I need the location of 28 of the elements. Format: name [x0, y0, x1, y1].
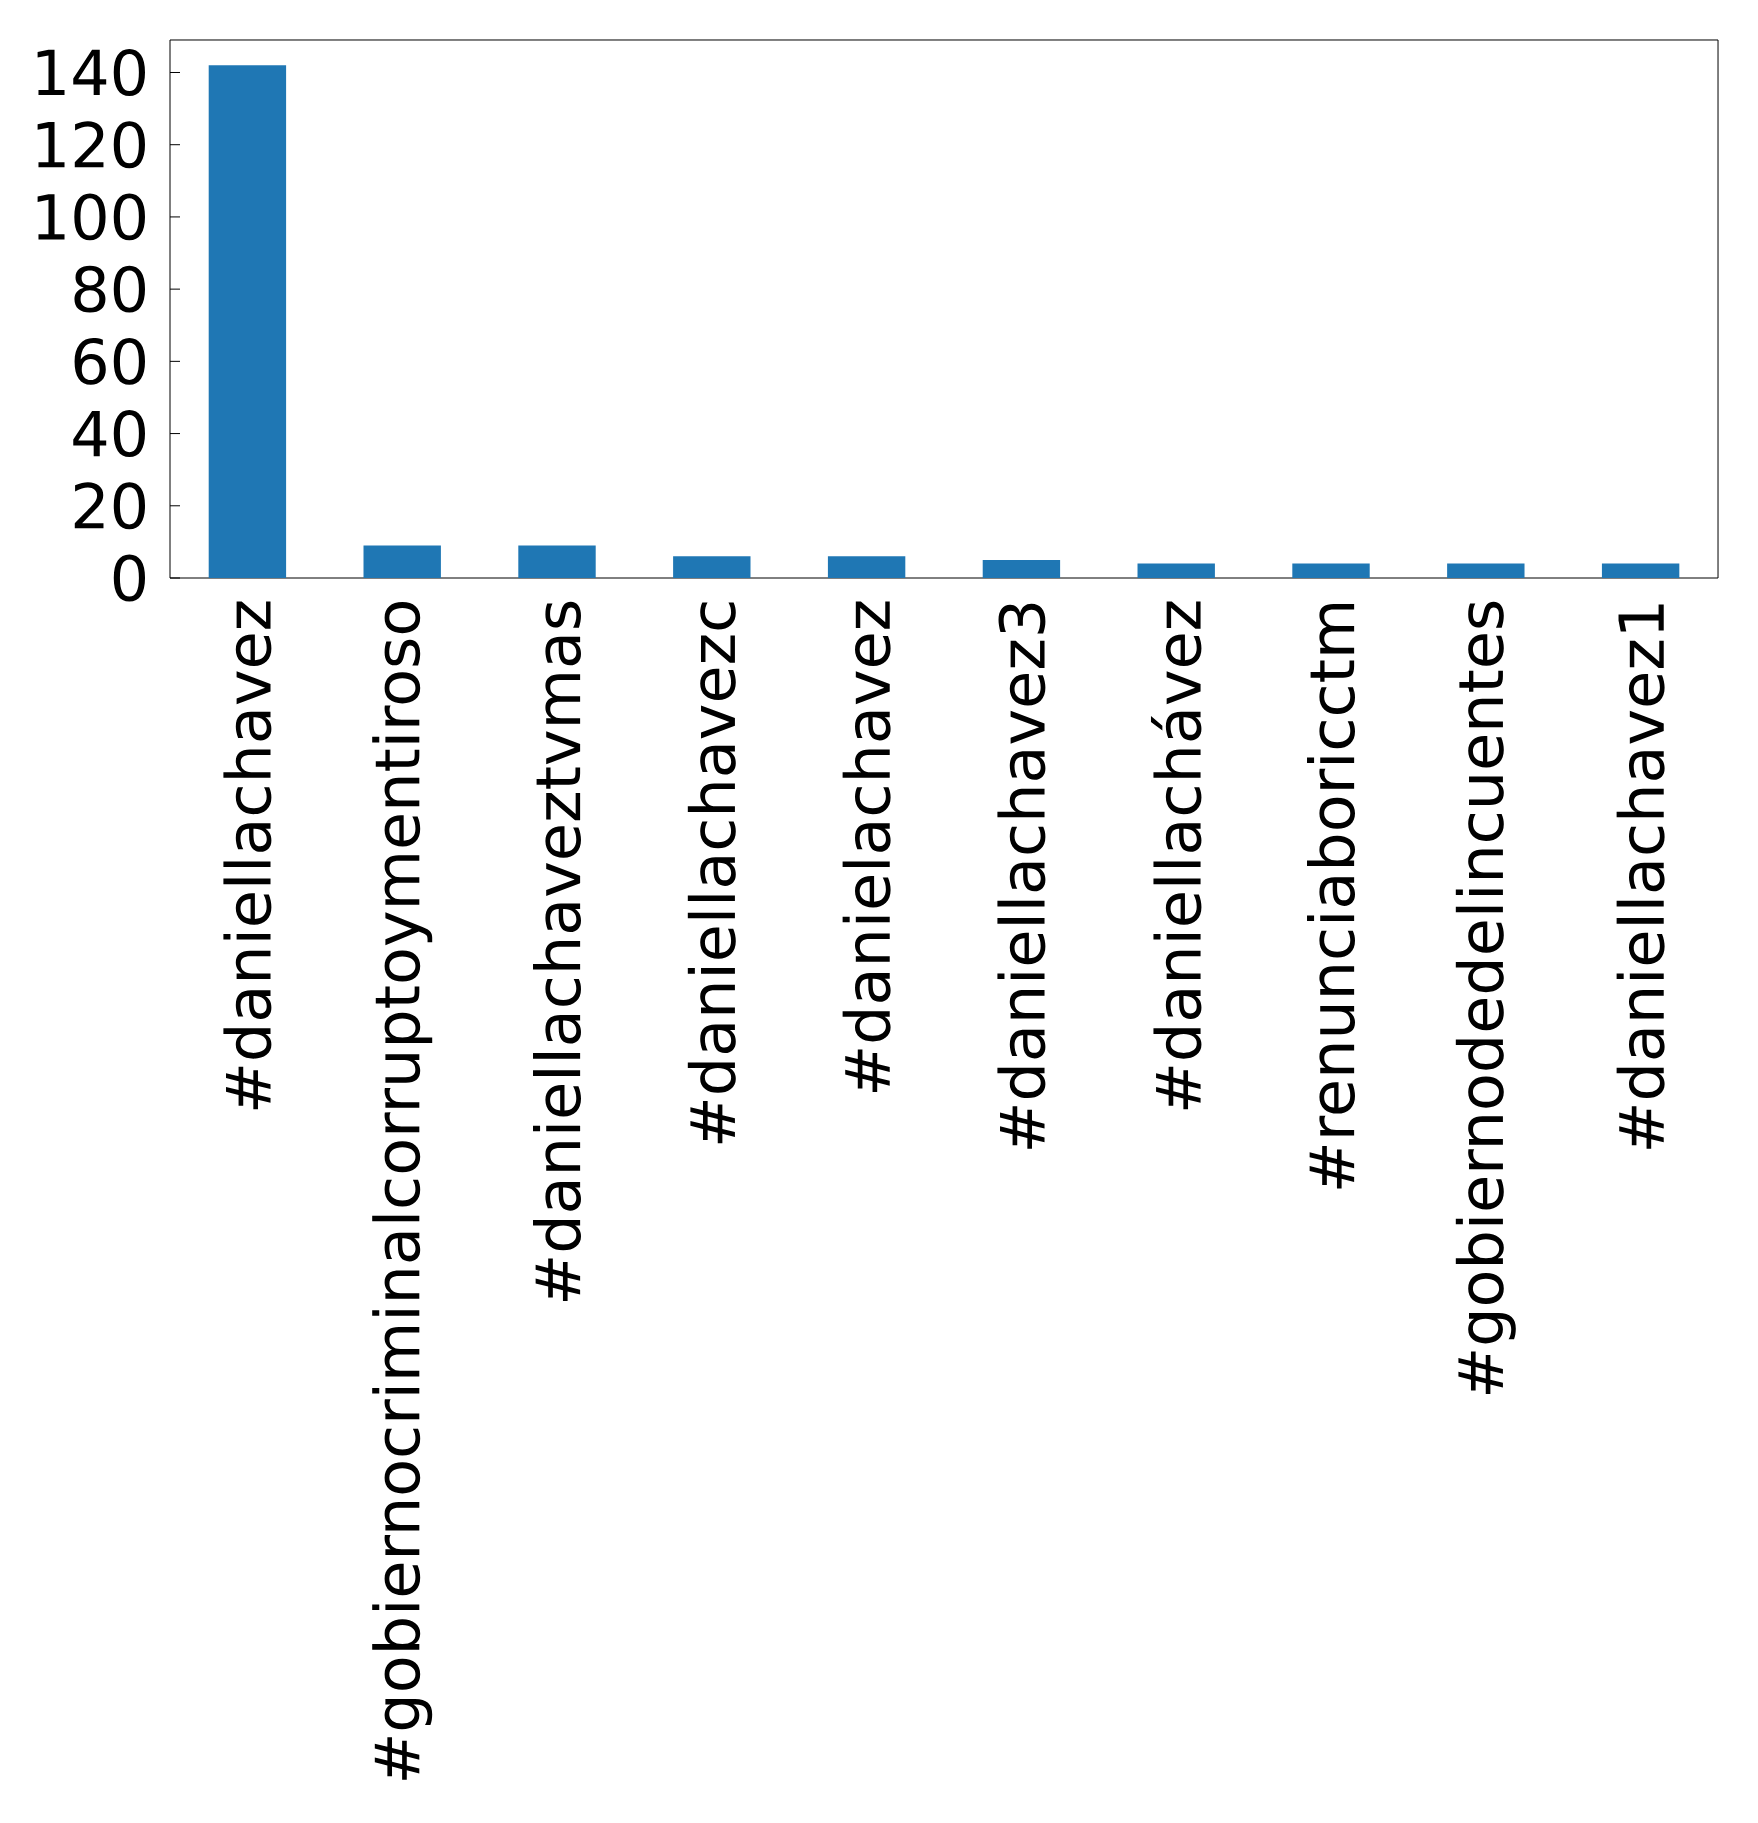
y-tick-label: 60 — [74, 337, 145, 385]
y-tick-label: 100 — [37, 193, 145, 241]
y-tick-label: 120 — [37, 121, 145, 169]
x-tick-label: #renunciaboricctm — [1307, 603, 1355, 1189]
bar — [1292, 563, 1370, 578]
y-tick-label: 140 — [37, 49, 145, 96]
x-tick-label: #gobiernocriminalcorruptoymentiroso — [372, 602, 433, 1780]
x-tick-label: #danielachavez — [842, 601, 891, 1093]
bar — [673, 556, 751, 578]
y-tick-label: 0 — [113, 554, 146, 602]
bar — [208, 65, 287, 578]
y-tick-label: 80 — [74, 265, 145, 313]
bar — [518, 545, 596, 578]
x-tick-label: #daniellachavez3 — [997, 603, 1046, 1149]
bar — [1447, 563, 1525, 578]
bar — [1601, 563, 1680, 578]
bar — [1137, 563, 1215, 578]
x-tick-label: #gobiernodedelincuentes — [1455, 601, 1516, 1395]
y-tick-label: 40 — [73, 410, 145, 458]
x-tick-label: #daniellachavezc — [687, 602, 736, 1144]
x-tick-label: #daniellachavez — [223, 601, 272, 1110]
bar — [363, 545, 441, 578]
x-tick-label: #daniellachavez1 — [1616, 604, 1665, 1149]
x-tick-label: #daniellachávez — [1150, 601, 1202, 1110]
bar — [827, 556, 906, 578]
y-tick-label: 20 — [74, 482, 145, 530]
bar — [982, 559, 1061, 578]
x-tick-label: #daniellachaveztvmas — [533, 601, 581, 1301]
